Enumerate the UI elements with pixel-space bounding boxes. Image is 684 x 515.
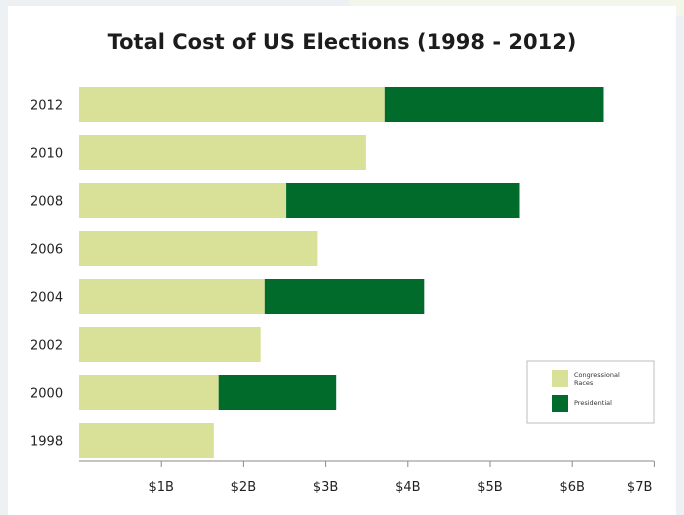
- x-tick-label-7: $7B: [627, 480, 652, 495]
- x-axis-ticks: $1B $2B $3B $4B $5B $6B $7B: [148, 461, 655, 495]
- y-tick-label-1998: 1998: [30, 435, 63, 450]
- x-tick-label-5: $5B: [477, 480, 502, 495]
- bar-2000-congressional: [79, 375, 219, 410]
- legend-swatch-presidential: [552, 395, 568, 412]
- y-tick-label-2000: 2000: [30, 387, 63, 402]
- legend: Congressional Races Presidential: [526, 360, 655, 424]
- bar-2008-congressional: [79, 183, 287, 218]
- bar-2006-congressional: [79, 231, 318, 266]
- y-tick-label-2006: 2006: [30, 243, 63, 258]
- bar-2004-congressional: [79, 279, 265, 314]
- bar-2010-congressional: [79, 135, 366, 170]
- legend-label-congressional-line1: Congressional: [574, 371, 620, 379]
- legend-label-congressional-line2: Races: [574, 379, 594, 387]
- bar-1998-congressional: [79, 423, 214, 458]
- x-tick-label-2: $2B: [231, 480, 256, 495]
- bar-2012-presidential: [384, 87, 604, 122]
- x-tick-label-4: $4B: [395, 480, 420, 495]
- bar-2000-presidential: [218, 375, 337, 410]
- bar-2002-congressional: [79, 327, 261, 362]
- legend-label-presidential: Presidential: [574, 399, 612, 407]
- x-tick-label-6: $6B: [559, 480, 584, 495]
- y-tick-label-2008: 2008: [30, 195, 63, 210]
- legend-swatch-congressional: [552, 370, 568, 387]
- bar-2008-presidential: [286, 183, 520, 218]
- chart-title: Total Cost of US Elections (1998 - 2012): [107, 30, 577, 54]
- y-tick-label-2002: 2002: [30, 339, 63, 354]
- legend-box: [526, 360, 655, 424]
- bar-2012-congressional: [79, 87, 385, 122]
- x-tick-label-3: $3B: [313, 480, 338, 495]
- y-axis-labels: 2012 2010 2008 2006 2004 2002 2000 1998: [30, 99, 63, 450]
- y-tick-label-2004: 2004: [30, 291, 63, 306]
- bars-group: [79, 87, 604, 458]
- y-tick-label-2012: 2012: [30, 99, 63, 114]
- bar-2004-presidential: [264, 279, 425, 314]
- y-tick-label-2010: 2010: [30, 147, 63, 162]
- chart-card: Total Cost of US Elections (1998 - 2012)…: [8, 6, 676, 515]
- x-tick-label-1: $1B: [148, 480, 173, 495]
